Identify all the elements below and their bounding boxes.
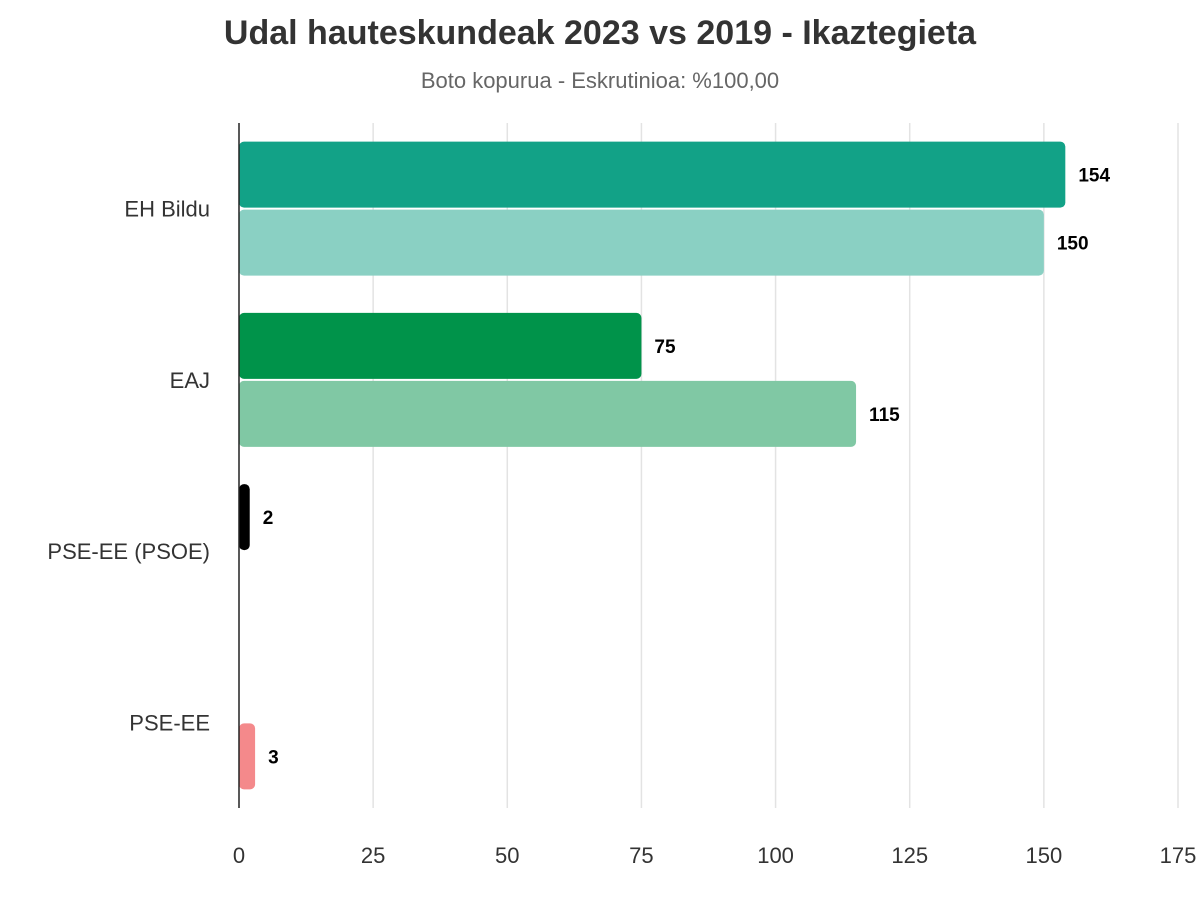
bar-value-label: 2 [263,508,274,529]
category-label: EH Bildu [124,197,210,222]
chart-subtitle: Boto kopurua - Eskrutinioa: %100,00 [420,68,780,93]
bar-value-label: 75 [654,337,676,358]
x-tick-label: 0 [233,843,245,868]
x-tick-label: 50 [495,843,519,868]
x-tick-label: 25 [361,843,385,868]
bar [239,380,857,447]
category-label: PSE-EE [129,710,210,735]
bar [239,209,1044,276]
x-tick-label: 100 [757,843,794,868]
bar [239,141,1066,208]
bar-value-label: 154 [1078,166,1110,187]
x-tick-label: 125 [891,843,928,868]
x-tick-label: 75 [629,843,653,868]
bar [239,723,256,790]
bar [239,312,642,379]
category-label: EAJ [170,368,210,393]
x-tick-label: 150 [1025,843,1062,868]
bar-value-label: 150 [1057,234,1089,255]
bar-value-label: 3 [268,747,279,768]
chart-title: Udal hauteskundeak 2023 vs 2019 - Ikazte… [223,14,977,52]
x-tick-label: 175 [1160,843,1197,868]
category-label: PSE-EE (PSOE) [47,539,210,564]
bar [239,484,250,551]
bar-value-label: 115 [869,405,900,426]
